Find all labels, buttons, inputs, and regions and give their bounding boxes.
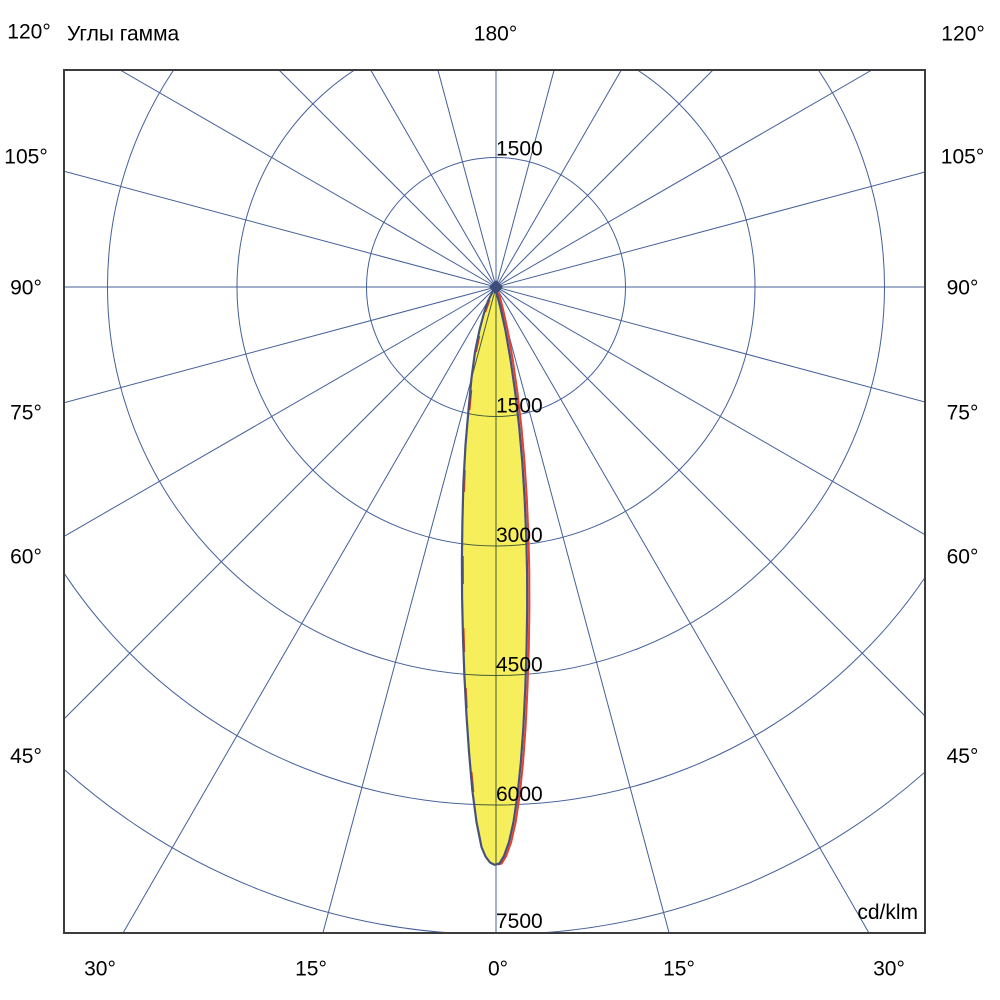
svg-text:75°: 75° xyxy=(10,402,42,425)
svg-text:3000: 3000 xyxy=(496,524,543,547)
svg-text:90°: 90° xyxy=(947,277,979,300)
svg-text:105°: 105° xyxy=(4,146,47,169)
svg-text:0°: 0° xyxy=(488,958,508,981)
svg-text:60°: 60° xyxy=(947,546,979,569)
svg-text:120°: 120° xyxy=(7,21,50,44)
svg-text:75°: 75° xyxy=(947,402,979,425)
svg-text:cd/klm: cd/klm xyxy=(857,901,918,924)
svg-text:60°: 60° xyxy=(10,546,42,569)
svg-text:30°: 30° xyxy=(84,958,116,981)
svg-text:45°: 45° xyxy=(947,745,979,768)
svg-text:6000: 6000 xyxy=(496,783,543,806)
svg-text:4500: 4500 xyxy=(496,654,543,677)
svg-text:1500: 1500 xyxy=(496,138,543,161)
svg-text:15°: 15° xyxy=(295,958,327,981)
svg-text:120°: 120° xyxy=(941,23,984,46)
svg-text:1500: 1500 xyxy=(496,395,543,418)
svg-text:180°: 180° xyxy=(474,23,517,46)
svg-text:90°: 90° xyxy=(10,277,42,300)
svg-text:105°: 105° xyxy=(941,146,984,169)
svg-text:45°: 45° xyxy=(10,745,42,768)
svg-text:7500: 7500 xyxy=(496,910,543,933)
svg-text:Углы гамма: Углы гамма xyxy=(67,23,180,46)
svg-text:15°: 15° xyxy=(663,958,695,981)
svg-text:30°: 30° xyxy=(873,958,905,981)
